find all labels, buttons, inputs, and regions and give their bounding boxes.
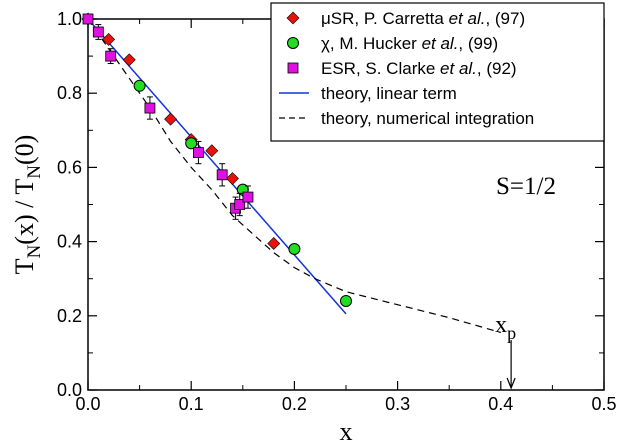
legend: μSR, P. Carretta et al., (97) χ, M. Hucke… bbox=[270, 2, 605, 142]
chi-point bbox=[288, 243, 301, 256]
musr-point bbox=[226, 172, 239, 185]
esr-point bbox=[216, 169, 228, 181]
musr-point bbox=[164, 112, 177, 126]
esr-point bbox=[82, 13, 94, 25]
esr-point bbox=[92, 26, 104, 38]
y-tick-label: 0.0 bbox=[57, 380, 82, 400]
esr-point bbox=[234, 199, 246, 210]
musr-point bbox=[267, 237, 281, 250]
esr-point bbox=[242, 191, 254, 203]
spin-annotation: S=1/2 bbox=[496, 173, 556, 200]
theory-linear-line bbox=[87, 18, 347, 315]
esr-point bbox=[144, 102, 156, 114]
x-tick-label: 0.0 bbox=[75, 394, 100, 414]
x-tick-label: 0.3 bbox=[385, 394, 410, 414]
y-tick-label: 0.8 bbox=[57, 83, 82, 103]
legend-label: theory, linear term bbox=[321, 84, 457, 103]
musr-point bbox=[122, 53, 136, 67]
legend-swatch-diamond bbox=[286, 11, 300, 25]
legend-label: μSR, P. Carretta et al., (97) bbox=[321, 9, 525, 28]
esr-point bbox=[193, 147, 204, 158]
legend-label: χ, M. Hucker et al., (99) bbox=[321, 34, 498, 53]
legend-label: ESR, S. Clarke et al., (92) bbox=[321, 59, 517, 78]
legend-swatch-circle bbox=[287, 37, 299, 49]
chi-point bbox=[133, 79, 146, 92]
musr-point bbox=[205, 144, 219, 158]
chi-point bbox=[185, 137, 198, 150]
y-tick-label: 1.0 bbox=[57, 9, 82, 29]
chi-point bbox=[340, 294, 352, 307]
y-tick-label: 0.6 bbox=[57, 157, 82, 177]
theory-numerical-line bbox=[87, 18, 501, 334]
x-tick-label: 0.5 bbox=[591, 394, 616, 414]
xp-label: xp bbox=[495, 312, 516, 343]
y-axis-label: TN(x) / TN(0) bbox=[10, 135, 45, 275]
musr-point bbox=[102, 32, 116, 46]
y-tick-label: 0.2 bbox=[57, 306, 82, 326]
legend-box bbox=[270, 2, 605, 142]
xp-arrowhead bbox=[506, 377, 516, 390]
legend-label: theory, numerical integration bbox=[321, 109, 534, 128]
x-tick-label: 0.2 bbox=[282, 394, 307, 414]
legend-swatch-square bbox=[287, 62, 299, 74]
esr-point bbox=[105, 50, 117, 62]
y-tick-label: 0.4 bbox=[57, 232, 82, 252]
x-tick-label: 0.1 bbox=[179, 394, 204, 414]
plot-area: 0.0 0.1 0.2 0.3 0.4 0.5 0.0 0.2 0.4 0.6 0.8 1.0 xp bbox=[57, 9, 617, 414]
x-axis-label: x bbox=[340, 417, 353, 444]
x-tick-label: 0.4 bbox=[488, 394, 513, 414]
